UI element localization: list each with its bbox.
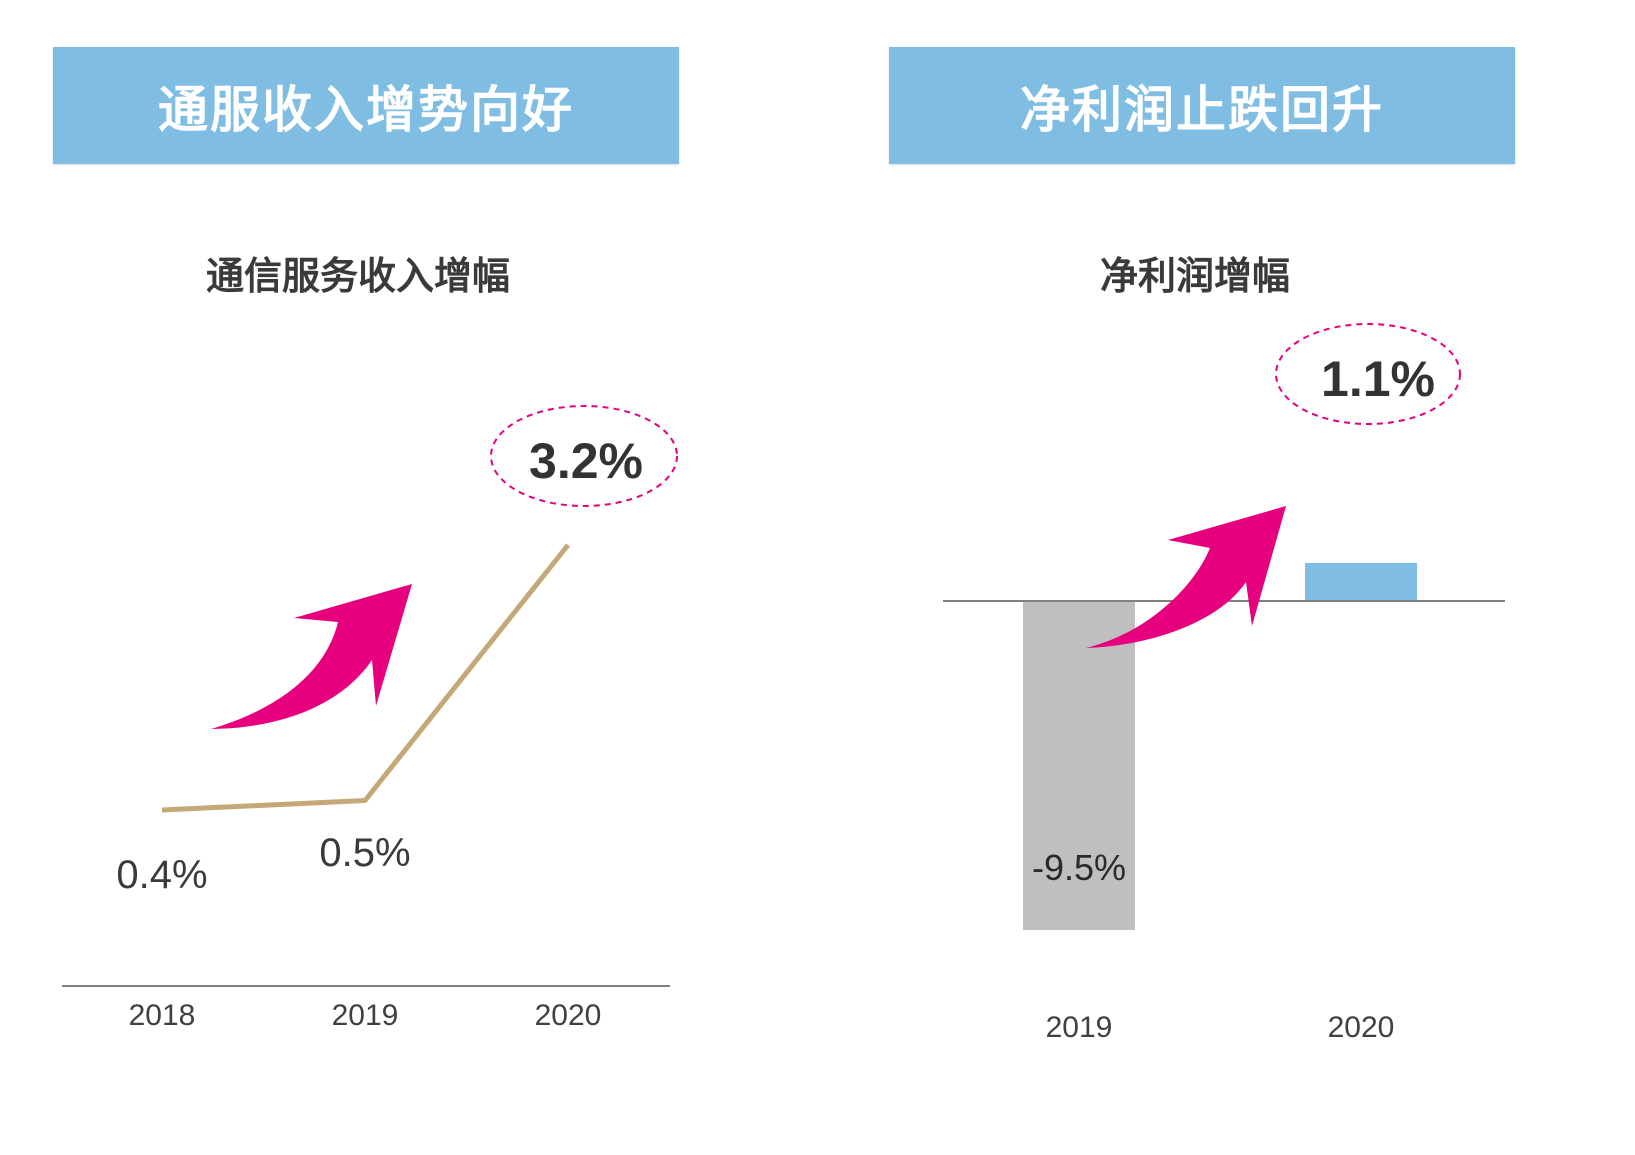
upward-arrow-icon	[1086, 506, 1286, 648]
line-chart: 2018 2019 2020 0.4% 0.5% 3.2%	[62, 405, 678, 1032]
highlight-data-label: 1.1%	[1321, 351, 1435, 407]
data-label: -9.5%	[1032, 847, 1126, 888]
x-tick-label: 2020	[1328, 1011, 1395, 1044]
line-chart-title: 通信服务收入增幅	[205, 254, 511, 298]
x-tick-label: 2020	[535, 999, 602, 1032]
highlight-ring	[490, 405, 678, 507]
x-tick-label: 2019	[332, 999, 399, 1032]
series-line	[161, 543, 570, 813]
banner-left-title: 通服收入增势向好	[53, 47, 679, 164]
x-tick-label: 2018	[129, 999, 196, 1032]
upward-arrow-icon	[211, 584, 412, 729]
highlight-data-label: 3.2%	[529, 433, 643, 489]
bar-2020	[1305, 562, 1417, 601]
data-label: 0.5%	[319, 831, 410, 875]
highlight-ring	[1275, 323, 1461, 425]
bar-chart-title: 净利润增幅	[1099, 254, 1291, 298]
data-label: 0.4%	[116, 853, 207, 897]
banner-right-title: 净利润止跌回升	[889, 47, 1515, 164]
bar-chart: 2019 2020 -9.5% 1.1%	[943, 323, 1505, 1044]
x-tick-label: 2019	[1046, 1011, 1113, 1044]
bar-2019	[1023, 601, 1135, 930]
